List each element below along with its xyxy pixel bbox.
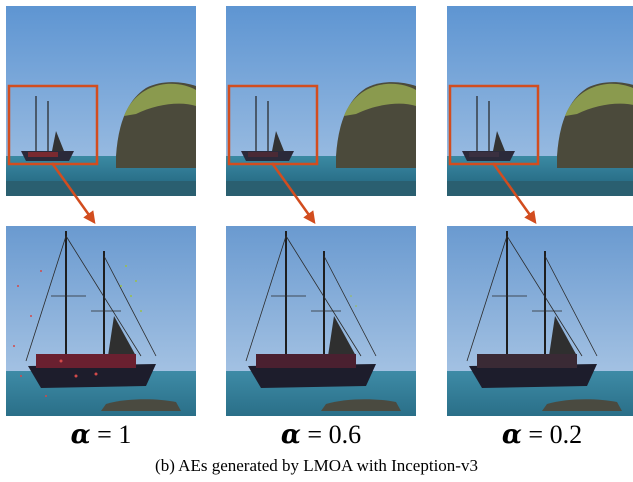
alpha-label-1: α = 1 <box>6 420 196 450</box>
alpha-symbol: α <box>280 420 301 450</box>
zoomed-ship-alpha-1 <box>6 226 196 416</box>
zoomed-ship-alpha-0-6 <box>226 226 416 416</box>
figure-caption: (b) AEs generated by LMOA with Inception… <box>155 456 478 475</box>
alpha-value: = 0.2 <box>528 420 583 449</box>
alpha-label-2: α = 0.6 <box>226 420 416 450</box>
alpha-symbol: α <box>70 420 91 450</box>
original-scene-alpha-0-2 <box>447 6 633 196</box>
zoomed-ship-alpha-0-2 <box>447 226 633 416</box>
alpha-symbol: α <box>501 420 522 450</box>
alpha-value: = 1 <box>97 420 132 449</box>
original-scene-alpha-0-6 <box>226 6 416 196</box>
original-scene-alpha-1 <box>6 6 196 196</box>
alpha-label-3: α = 0.2 <box>447 420 633 450</box>
alpha-value: = 0.6 <box>307 420 362 449</box>
